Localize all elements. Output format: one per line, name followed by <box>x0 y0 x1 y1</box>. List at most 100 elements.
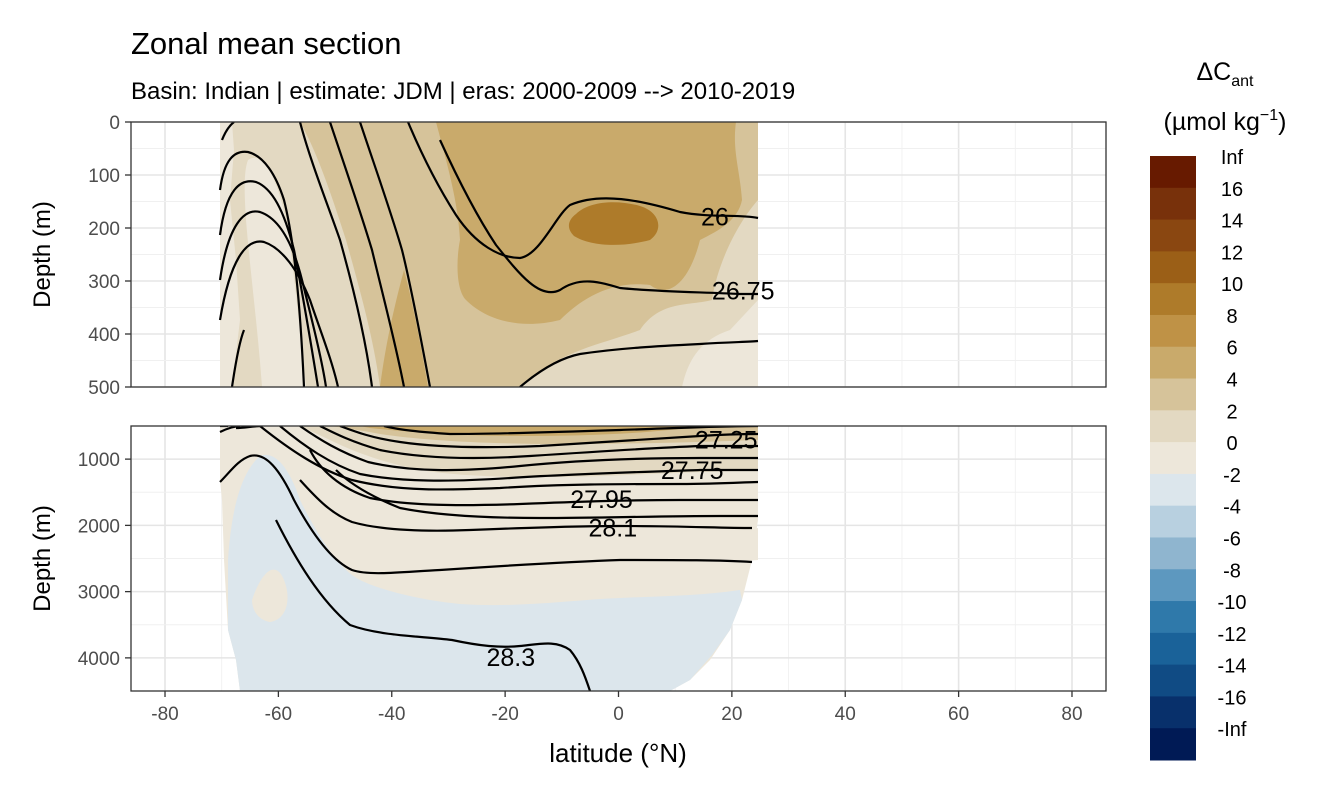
legend-swatch <box>1150 251 1196 284</box>
lower-isopycnal-9 <box>299 479 753 532</box>
legend-break-label: 0 <box>1226 433 1237 455</box>
legend-swatch <box>1150 664 1196 697</box>
lower-fill-negative <box>228 454 742 691</box>
lower-isopycnal-10 <box>309 449 758 507</box>
legend-swatch <box>1150 696 1196 729</box>
lower-isopycnal-11 <box>335 469 758 520</box>
x-tick-label: 60 <box>948 704 969 725</box>
x-tick-label: -20 <box>491 704 518 725</box>
legend-swatch <box>1150 728 1196 761</box>
chart-title: Zonal mean section <box>131 26 402 61</box>
upper-isopycnal-1 <box>220 122 235 141</box>
legend-swatch <box>1150 473 1196 507</box>
legend-break-label: -16 <box>1218 687 1247 709</box>
x-tick-label: 0 <box>613 704 624 725</box>
upper-isopycnal-8 <box>328 122 406 387</box>
legend-break-label: 14 <box>1221 211 1243 233</box>
legend-break-label: -Inf <box>1218 719 1247 741</box>
isopycnal-label: 27.95 <box>570 486 633 514</box>
upper-isopycnal-6 <box>230 329 246 387</box>
legend-swatch <box>1150 505 1196 538</box>
legend-swatch <box>1150 346 1196 380</box>
legend-swatch <box>1150 378 1196 411</box>
isopycnal-label: 27.75 <box>661 457 724 485</box>
y-tick-label: 2000 <box>78 516 120 537</box>
legend-title-sub: ant <box>1231 73 1254 90</box>
upper-isopycnal-2 <box>218 150 306 387</box>
upper-isopycnal-9 <box>358 122 432 387</box>
legend-break-label: 6 <box>1226 338 1237 360</box>
legend-break-label: 12 <box>1221 242 1243 264</box>
x-tick-label: 80 <box>1061 704 1082 725</box>
lower-y-axis: 1000 2000 3000 4000 <box>78 450 131 670</box>
x-tick-label: -60 <box>265 704 292 725</box>
lower-isopycnal-3 <box>279 426 758 482</box>
upper-isopycnal-10 <box>406 122 759 260</box>
legend-swatch <box>1150 601 1196 634</box>
upper-isopycnal-7 <box>298 122 374 387</box>
legend-swatch <box>1150 219 1196 252</box>
legend-break-label: -8 <box>1223 560 1241 582</box>
legend-break-label: -6 <box>1223 528 1241 550</box>
upper-fill-0to2-south <box>220 122 240 387</box>
lower-isopycnal-5 <box>319 426 758 460</box>
legend-unit-sup: −1 <box>1260 107 1278 124</box>
y-tick-label: 200 <box>88 219 120 240</box>
legend-break-label: -12 <box>1218 624 1247 646</box>
legend-break-label: 2 <box>1226 401 1237 423</box>
legend-title-main: ΔC <box>1196 58 1231 86</box>
legend-break-label: Inf <box>1221 147 1244 169</box>
legend-break-label: 8 <box>1226 306 1237 328</box>
x-axis: -80 -60 -40 -20 0 20 40 60 80 <box>151 691 1083 725</box>
upper-fill-0to2-lens <box>244 157 306 387</box>
lower-y-axis-label: Depth (m) <box>29 505 56 612</box>
legend-break-label: -10 <box>1218 592 1247 614</box>
y-tick-label: 100 <box>88 166 120 187</box>
upper-panel: 26 26.75 0 100 200 300 400 500 Depth (m) <box>29 113 1107 399</box>
upper-isopycnal-4 <box>218 210 328 387</box>
y-tick-label: 3000 <box>78 583 120 604</box>
upper-isopycnal-labels: 26 26.75 <box>701 203 775 305</box>
legend-break-label: 10 <box>1221 274 1243 296</box>
upper-isopycnal-lines <box>218 122 759 387</box>
upper-fill-8to10 <box>568 202 659 245</box>
upper-fill-field <box>220 122 758 387</box>
chart-subtitle: Basin: Indian | estimate: JDM | eras: 20… <box>131 78 795 105</box>
legend-title: ΔCant <box>1196 58 1254 90</box>
isopycnal-label: 28.1 <box>588 515 637 543</box>
legend-break-label: -4 <box>1223 497 1241 519</box>
upper-isopycnal-11 <box>438 139 758 296</box>
isopycnal-label: 28.3 <box>486 644 535 672</box>
isopycnal-label: 26.75 <box>712 278 775 306</box>
y-tick-label: 0 <box>109 113 120 134</box>
legend-swatch <box>1150 187 1196 221</box>
legend-colorbar <box>1150 156 1196 761</box>
legend-swatch <box>1150 314 1196 348</box>
y-tick-label: 4000 <box>78 649 120 670</box>
legend-swatch <box>1150 537 1196 570</box>
y-tick-label: 300 <box>88 272 120 293</box>
x-axis-label: latitude (°N) <box>549 738 687 768</box>
lower-isopycnal-7 <box>383 426 759 436</box>
isopycnal-label: 26 <box>701 203 729 231</box>
isopycnal-label: 27.25 <box>695 427 758 455</box>
lower-isopycnal-4 <box>299 426 758 472</box>
upper-isopycnal-12 <box>519 339 759 387</box>
legend-break-label: 4 <box>1226 370 1237 392</box>
legend-swatch <box>1150 156 1196 189</box>
y-tick-label: 1000 <box>78 450 120 471</box>
legend-swatch <box>1150 410 1196 443</box>
upper-y-axis-label: Depth (m) <box>29 201 56 308</box>
legend-unit-suffix: ) <box>1278 108 1286 136</box>
upper-isopycnal-3 <box>218 180 320 387</box>
y-tick-label: 400 <box>88 325 120 346</box>
legend-break-label: -14 <box>1218 656 1247 678</box>
legend-unit-prefix: (µmol kg <box>1164 108 1260 136</box>
x-tick-label: 20 <box>721 704 742 725</box>
lower-isopycnal-14 <box>275 519 592 691</box>
legend-unit: (µmol kg−1) <box>1164 107 1287 136</box>
upper-y-axis: 0 100 200 300 400 500 <box>88 113 131 399</box>
lower-isopycnal-6 <box>339 426 759 449</box>
